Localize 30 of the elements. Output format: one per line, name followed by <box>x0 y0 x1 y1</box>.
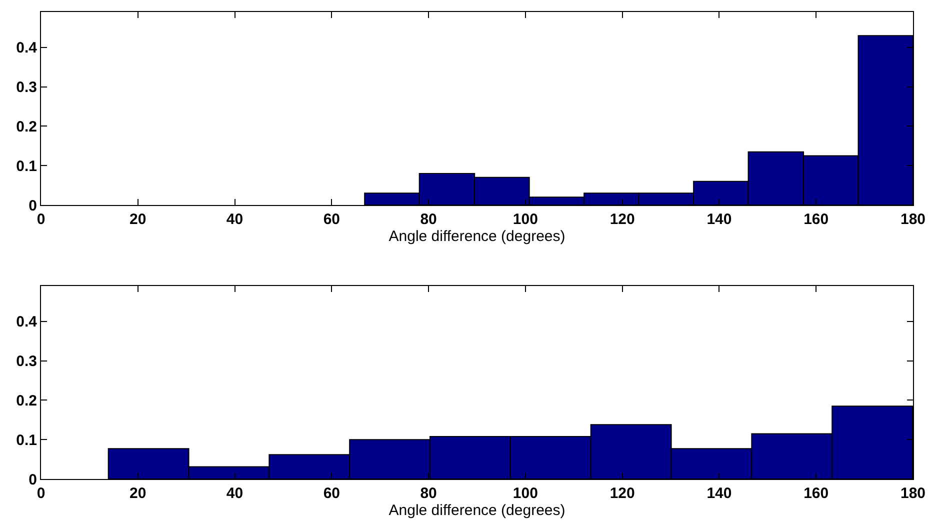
x-tick-label: 180 <box>900 211 926 228</box>
x-tick-label: 120 <box>610 211 635 228</box>
x-tick-label: 100 <box>512 211 538 228</box>
x-tick-label: 140 <box>706 211 732 228</box>
x-tick-label: 160 <box>804 211 829 228</box>
x-tick-label: 120 <box>610 485 635 502</box>
y-tick-label: 0.1 <box>16 158 37 175</box>
x-axis-title: Angle difference (degrees) <box>388 228 566 245</box>
x-axis-title: Angle difference (degrees) <box>388 502 566 519</box>
y-tick-label: 0 <box>28 197 37 214</box>
y-tick-label: 0.3 <box>16 79 37 96</box>
x-tick-label: 60 <box>323 211 340 228</box>
x-tick-label: 20 <box>130 211 146 228</box>
x-tick-label: 40 <box>226 485 244 502</box>
x-tick-label: 180 <box>900 485 926 502</box>
y-tick-label: 0.4 <box>16 40 38 57</box>
x-tick-label: 20 <box>130 485 146 502</box>
y-tick-label: 0.2 <box>16 392 37 410</box>
x-tick-label: 100 <box>512 485 538 502</box>
x-tick-label: 140 <box>706 485 732 502</box>
y-tick-label: 0.3 <box>16 353 37 370</box>
x-tick-label: 80 <box>420 211 437 228</box>
y-tick-label: 0 <box>28 471 37 488</box>
x-tick-label: 80 <box>420 485 437 502</box>
y-tick-label: 0.4 <box>16 314 38 331</box>
x-tick-label: 40 <box>226 211 244 228</box>
x-tick-label: 60 <box>323 485 340 502</box>
y-tick-label: 0.2 <box>16 118 37 136</box>
y-tick-label: 0.1 <box>16 432 37 449</box>
x-tick-label: 160 <box>804 485 829 502</box>
